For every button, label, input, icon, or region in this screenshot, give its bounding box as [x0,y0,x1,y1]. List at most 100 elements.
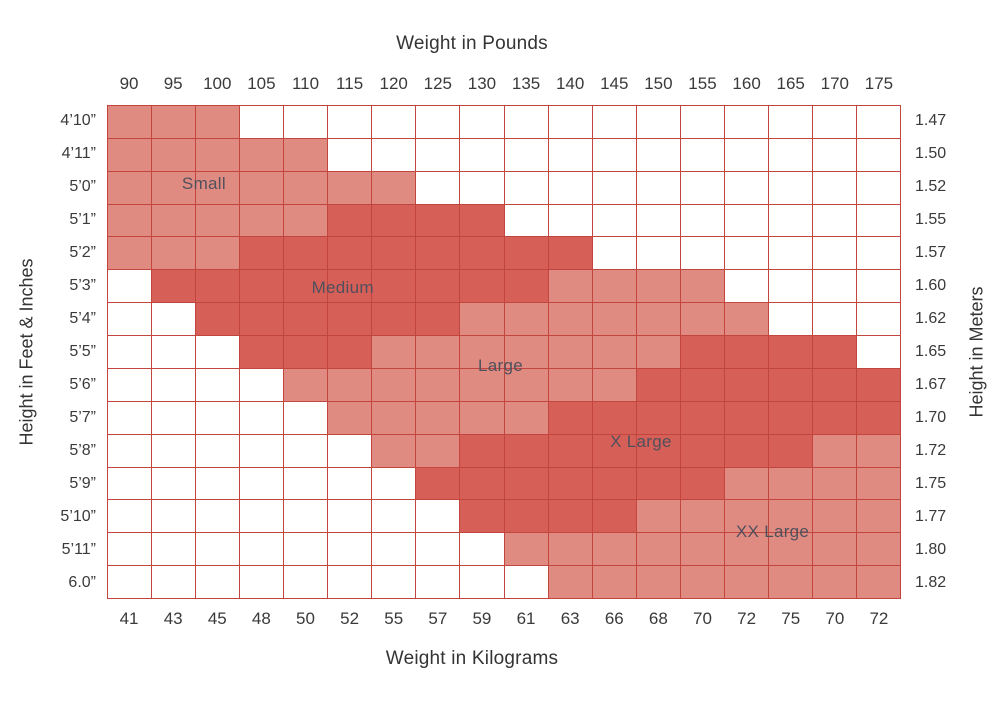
grid-cell [680,434,725,468]
grid-cell [152,467,197,501]
kilograms-tick-label: 48 [251,609,271,628]
grid-cell [328,566,373,599]
grid-cell [636,106,681,139]
grid-cell [416,368,461,402]
region-label-xx-large: XX Large [735,522,810,542]
grid-cell [108,138,153,172]
meters-tick-label: 1.52 [915,178,947,196]
kilograms-tick-label: 50 [296,609,315,628]
grid-cell [372,467,417,501]
grid-cell [856,138,901,172]
grid-cell [724,270,769,304]
kilograms-tick-label: 72 [869,609,889,628]
grid-cell [284,368,329,402]
grid-cell [812,204,857,238]
grid-cell [240,303,285,337]
grid-cell [812,368,857,402]
feet-inches-tick-label: 5’10” [60,507,96,525]
grid-cell [372,303,417,337]
grid-cell [768,434,813,468]
grid-cell [416,303,461,337]
grid-cell [724,106,769,139]
grid-cell [196,401,241,435]
grid-cell [152,533,197,567]
kilograms-tick-label: 66 [604,609,624,628]
grid-cell [856,434,901,468]
grid-cell [108,237,153,271]
feet-inches-tick-label: 6.0” [68,573,96,591]
grid-cell [856,566,901,599]
meters-tick-label: 1.72 [915,441,947,459]
pounds-tick-label: 120 [379,74,408,93]
feet-inches-tick-label: 5’5” [69,342,96,360]
region-label-medium: Medium [311,277,374,297]
grid-cell [812,566,857,599]
grid-cell [328,500,373,534]
grid-cell [240,500,285,534]
grid-cell [768,303,813,337]
grid-cell [636,533,681,567]
kilograms-tick-label: 68 [648,609,668,628]
pounds-tick-label: 155 [688,74,717,93]
grid-cell [592,566,637,599]
kilograms-tick-label: 45 [207,609,227,628]
grid-cell [460,204,505,238]
grid-cell [240,434,285,468]
grid-cell [680,533,725,567]
grid-cell [108,533,153,567]
grid-cell [284,106,329,139]
grid-cell [636,336,681,369]
grid-cell [460,171,505,205]
kilograms-tick-label: 70 [825,609,845,628]
feet-inches-tick-label: 5’2” [69,244,96,262]
feet-inches-tick-column: 4’10” 4’11” 5’0” 5’1” 5’2” 5’3” 5’4” 5’5” 5’6” 5’… [0,105,96,599]
grid-cell [724,336,769,369]
grid-cell [592,106,637,139]
grid-cell [284,303,329,337]
grid-cell [768,368,813,402]
grid-cell [636,566,681,599]
grid-cell [460,138,505,172]
pounds-tick-label: 145 [600,74,629,93]
grid-cell [284,237,329,271]
pounds-tick-label: 115 [336,74,364,93]
grid-cell [856,368,901,402]
pounds-tick-label: 130 [467,74,497,93]
grid-cell [504,336,549,369]
feet-inches-tick-label: 5’1” [69,211,96,229]
grid-cell [460,336,505,369]
grid-cell [680,204,725,238]
feet-inches-tick-label: 5’9” [69,474,96,492]
grid-cell [768,270,813,304]
region-label-x-large: X Large [610,432,672,452]
grid-cell [548,467,593,501]
grid-cell [548,138,593,172]
grid-cell [108,467,153,501]
grid-cell [592,171,637,205]
grid-cell [636,368,681,402]
grid-cell [680,467,725,501]
feet-inches-tick-label: 5’0” [69,178,96,196]
grid-cell [724,467,769,501]
grid-cell [856,401,901,435]
grid-cell [372,138,417,172]
grid-cell [504,204,549,238]
grid-cell [196,566,241,599]
grid-cell [504,500,549,534]
pounds-tick-label: 160 [732,74,761,93]
grid-cell [328,106,373,139]
grid-cell [812,270,857,304]
grid-cell [416,171,461,205]
grid-cell [196,500,241,534]
grid-cell [680,270,725,304]
grid-cell [636,270,681,304]
grid-cell [108,171,153,205]
kilograms-tick-label: 72 [737,609,757,628]
grid-cell [416,467,461,501]
grid-cell [768,401,813,435]
grid-cell [812,401,857,435]
grid-cell [636,434,681,468]
grid-cell [856,204,901,238]
grid-cell [284,204,329,238]
